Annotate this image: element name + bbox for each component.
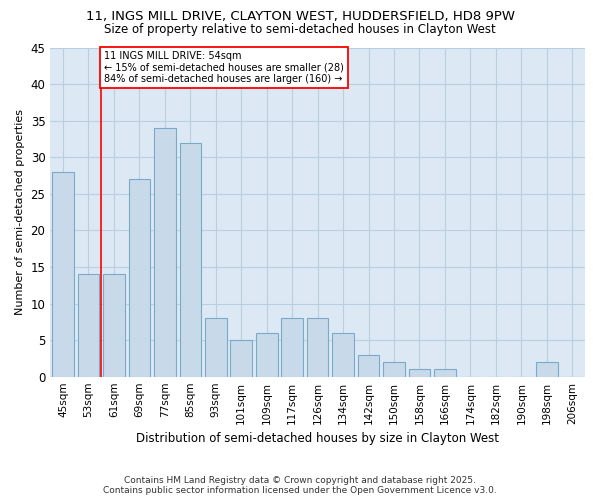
Text: Contains HM Land Registry data © Crown copyright and database right 2025.
Contai: Contains HM Land Registry data © Crown c… bbox=[103, 476, 497, 495]
Bar bbox=[434, 370, 456, 376]
Bar bbox=[383, 362, 405, 376]
Bar bbox=[307, 318, 328, 376]
X-axis label: Distribution of semi-detached houses by size in Clayton West: Distribution of semi-detached houses by … bbox=[136, 432, 499, 445]
Bar bbox=[230, 340, 252, 376]
Bar bbox=[77, 274, 100, 376]
Bar bbox=[205, 318, 227, 376]
Text: 11 INGS MILL DRIVE: 54sqm
← 15% of semi-detached houses are smaller (28)
84% of : 11 INGS MILL DRIVE: 54sqm ← 15% of semi-… bbox=[104, 51, 344, 84]
Bar bbox=[332, 333, 354, 376]
Bar bbox=[128, 179, 150, 376]
Bar bbox=[52, 172, 74, 376]
Text: 11, INGS MILL DRIVE, CLAYTON WEST, HUDDERSFIELD, HD8 9PW: 11, INGS MILL DRIVE, CLAYTON WEST, HUDDE… bbox=[86, 10, 515, 23]
Bar bbox=[409, 370, 430, 376]
Bar bbox=[281, 318, 303, 376]
Bar bbox=[154, 128, 176, 376]
Bar bbox=[256, 333, 278, 376]
Y-axis label: Number of semi-detached properties: Number of semi-detached properties bbox=[15, 109, 25, 315]
Bar bbox=[536, 362, 557, 376]
Bar bbox=[358, 354, 379, 376]
Text: Size of property relative to semi-detached houses in Clayton West: Size of property relative to semi-detach… bbox=[104, 22, 496, 36]
Bar bbox=[179, 142, 201, 376]
Bar bbox=[103, 274, 125, 376]
